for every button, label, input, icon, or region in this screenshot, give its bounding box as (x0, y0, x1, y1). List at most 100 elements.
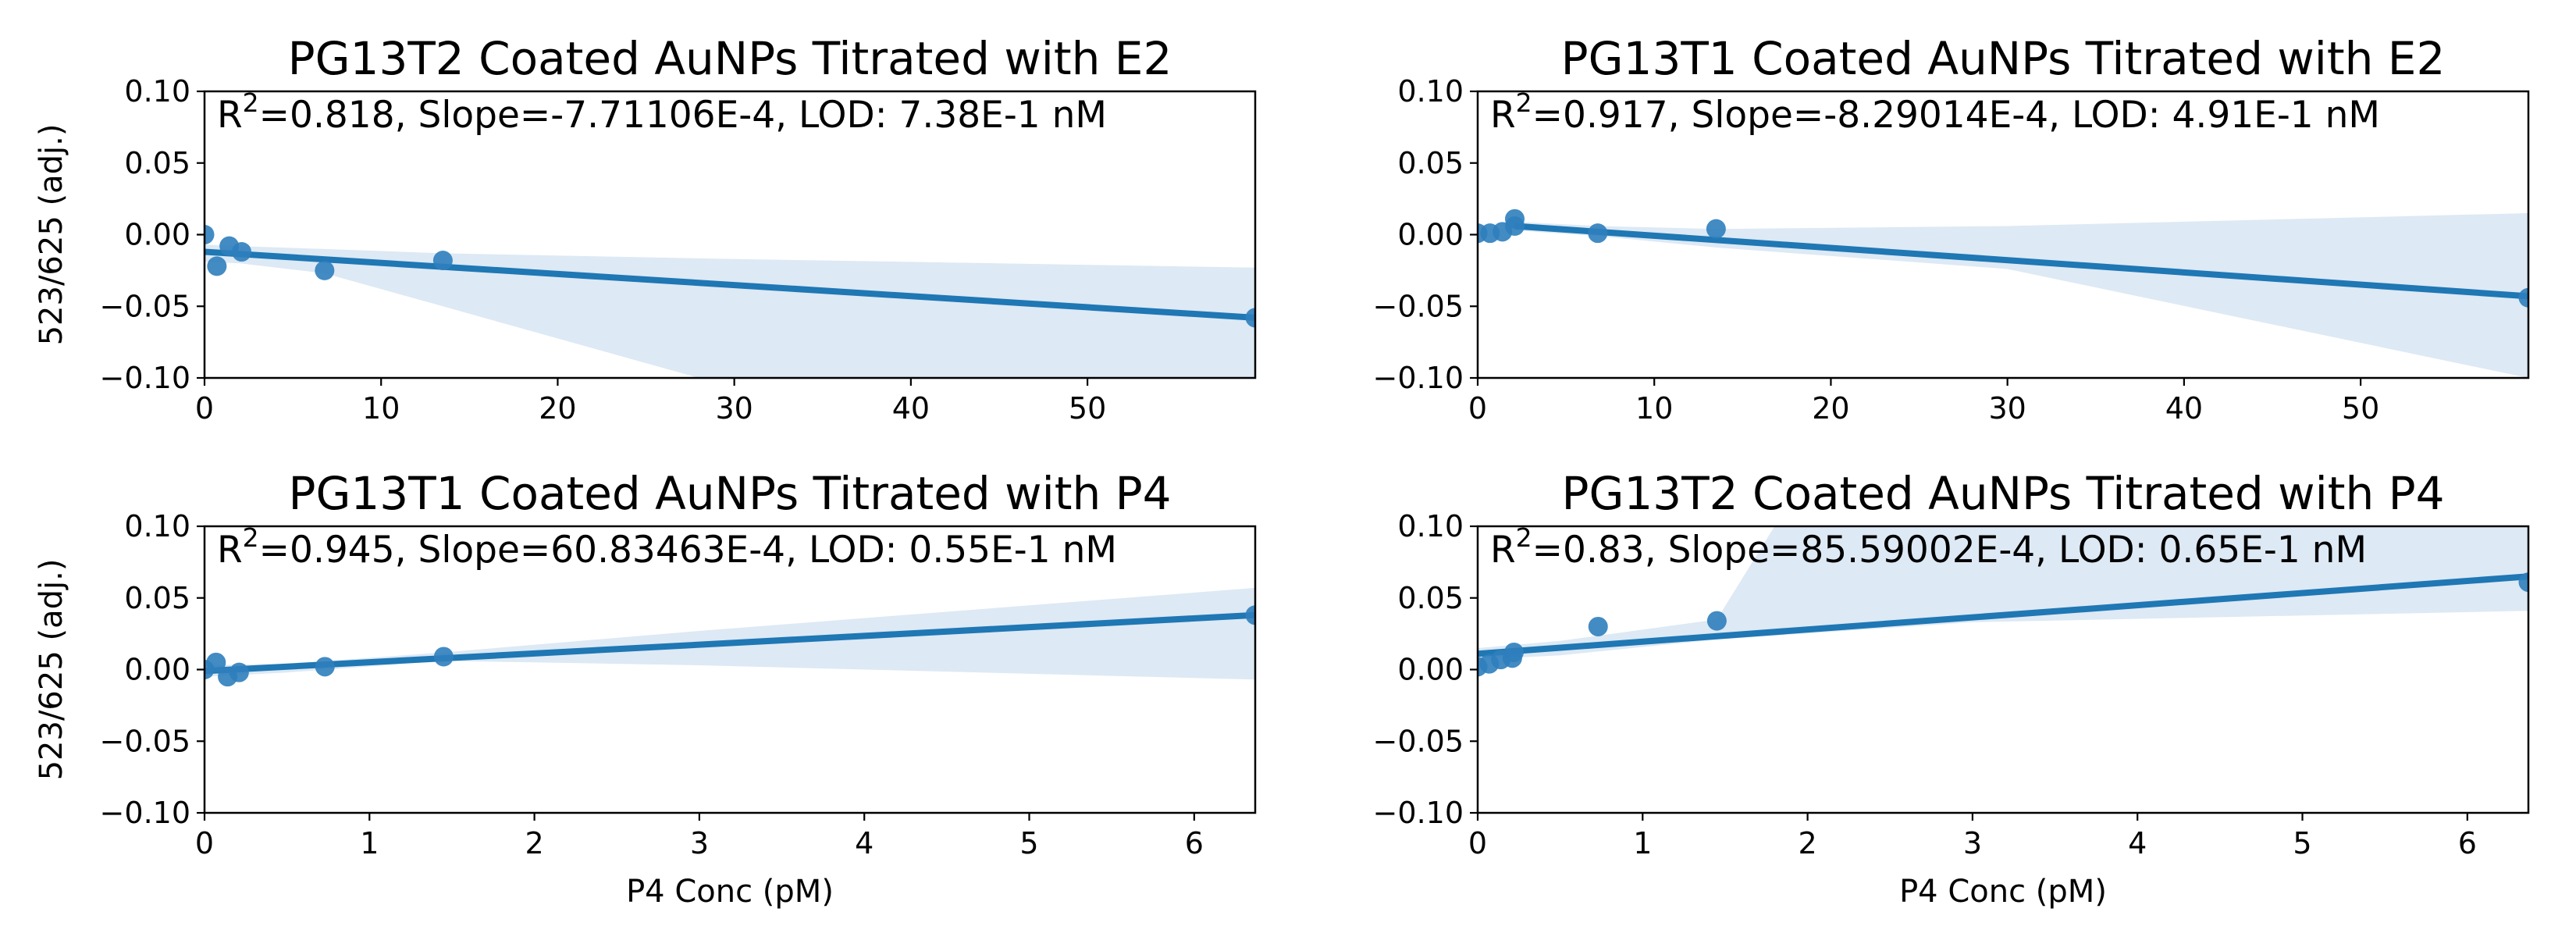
y-tick-label: 0.10 (1397, 74, 1464, 109)
x-tick-label: 5 (1019, 826, 1038, 860)
y-tick-label: −0.05 (100, 289, 190, 323)
chart-panel-3: 0 1 2 3 4 5 6 −0.10 −0.05 0.00 0.05 0.10 PG13T1 Coat… (34, 467, 1257, 910)
annotation-exponent: 2 (1516, 522, 1532, 553)
data-point (2518, 572, 2528, 593)
y-tick-label: 0.05 (124, 581, 190, 615)
fit-annotation: R2=0.83, Slope=85.59002E-4, LOD: 0.65E-1… (1490, 522, 2367, 572)
x-tick-label: 5 (2293, 826, 2311, 860)
plot-area (205, 587, 1255, 687)
x-axis-label: P4 Conc (pM) (626, 874, 834, 910)
annotation-r: R (217, 94, 243, 137)
data-point (1503, 642, 1524, 662)
data-point (1706, 219, 1726, 239)
data-point (232, 242, 252, 262)
y-tick-label: −0.05 (1373, 289, 1464, 323)
chart-panel-1: 0 10 20 30 40 50 −0.10 −0.05 0.00 0.05 0.10 PG13T2 … (34, 32, 1257, 426)
y-tick-label: 0.10 (124, 509, 190, 543)
annotation-r: R (1490, 94, 1516, 137)
y-tick-label: 0.10 (124, 74, 190, 109)
fit-annotation: R2=0.917, Slope=-8.29014E-4, LOD: 4.91E-… (1490, 87, 2380, 137)
y-tick-label: −0.05 (1373, 724, 1464, 758)
x-tick-label: 40 (2165, 391, 2203, 426)
y-tick-label: −0.10 (100, 796, 190, 830)
x-tick-label: 40 (892, 391, 930, 426)
y-tick-label: 0.10 (1397, 509, 1464, 543)
data-point (205, 225, 215, 244)
regression-line (205, 248, 1255, 321)
data-point (2518, 287, 2528, 308)
regression-line (1478, 573, 2528, 657)
y-tick-label: 0.00 (1397, 218, 1464, 252)
y-tick-label: 0.00 (1397, 653, 1464, 687)
y-tick-label: 0.05 (124, 146, 190, 180)
plot-area (205, 225, 1255, 378)
y-tick-label: 0.05 (1397, 146, 1464, 180)
annotation-stats: =0.818, Slope=-7.71106E-4, LOD: 7.38E-1 … (259, 94, 1107, 137)
annotation-stats: =0.917, Slope=-8.29014E-4, LOD: 4.91E-1 … (1532, 94, 2380, 137)
confidence-band (1478, 526, 2528, 660)
annotation-r: R (217, 529, 243, 572)
y-tick-label: 0.00 (124, 653, 190, 687)
chart-panel-4: 0 1 2 3 4 5 6 −0.10 −0.05 0.00 0.05 0.10 PG13T2 Coat… (1373, 467, 2530, 910)
x-tick-label: 20 (1812, 391, 1849, 426)
data-point (1505, 208, 1525, 229)
x-tick-label: 1 (1633, 826, 1652, 860)
chart-panel-2: 0 10 20 30 40 50 −0.10 −0.05 0.00 0.05 0.10 PG13T1 … (1373, 32, 2530, 426)
data-point (315, 657, 335, 677)
x-tick-label: 0 (1468, 391, 1487, 426)
data-point (229, 662, 249, 682)
x-tick-label: 30 (1988, 391, 2026, 426)
x-tick-label: 0 (195, 826, 214, 860)
confidence-band (1514, 213, 2528, 378)
annotation-exponent: 2 (243, 522, 259, 553)
x-tick-label: 3 (1963, 826, 1982, 860)
y-tick-label: 0.05 (1397, 581, 1464, 615)
x-tick-label: 50 (1069, 391, 1106, 426)
y-axis-label: 523/625 (adj.) (34, 124, 69, 346)
data-point (1245, 605, 1255, 625)
data-point (1706, 611, 1727, 631)
x-tick-label: 1 (360, 826, 379, 860)
y-tick-label: −0.10 (100, 361, 190, 395)
x-tick-label: 3 (690, 826, 709, 860)
annotation-stats: =0.945, Slope=60.83463E-4, LOD: 0.55E-1 … (259, 529, 1117, 572)
confidence-band (205, 244, 1255, 378)
y-axis-label: 523/625 (adj.) (34, 559, 69, 781)
x-tick-label: 2 (1799, 826, 1817, 860)
data-point (207, 256, 227, 276)
annotation-exponent: 2 (243, 87, 259, 118)
x-tick-label: 20 (539, 391, 576, 426)
x-tick-label: 4 (2128, 826, 2147, 860)
chart-title: PG13T2 Coated AuNPs Titrated with E2 (288, 32, 1172, 85)
annotation-stats: =0.83, Slope=85.59002E-4, LOD: 0.65E-1 n… (1532, 529, 2367, 572)
x-tick-label: 30 (715, 391, 753, 426)
x-tick-label: 0 (1468, 826, 1487, 860)
data-point (1245, 308, 1255, 328)
x-tick-label: 4 (855, 826, 873, 860)
plot-area (1478, 208, 2528, 378)
annotation-exponent: 2 (1516, 87, 1532, 118)
x-tick-label: 6 (2458, 826, 2477, 860)
x-tick-label: 50 (2342, 391, 2379, 426)
y-tick-label: −0.10 (1373, 796, 1464, 830)
confidence-band (205, 587, 1255, 680)
fit-annotation: R2=0.945, Slope=60.83463E-4, LOD: 0.55E-… (217, 522, 1117, 572)
y-tick-label: 0.00 (124, 218, 190, 252)
x-tick-label: 10 (362, 391, 400, 426)
data-point (206, 652, 226, 672)
chart-title: PG13T2 Coated AuNPs Titrated with P4 (1561, 467, 2444, 520)
y-tick-label: −0.10 (1373, 361, 1464, 395)
x-tick-label: 6 (1185, 826, 1204, 860)
x-tick-label: 0 (195, 391, 214, 426)
chart-title: PG13T1 Coated AuNPs Titrated with P4 (288, 467, 1171, 520)
regression-line (205, 611, 1255, 675)
x-tick-label: 10 (1635, 391, 1673, 426)
fit-annotation: R2=0.818, Slope=-7.71106E-4, LOD: 7.38E-… (217, 87, 1107, 137)
data-point (432, 251, 453, 271)
y-tick-label: −0.05 (100, 724, 190, 758)
plot-area (1478, 526, 2528, 677)
data-point (433, 647, 454, 667)
data-point (1588, 616, 1608, 636)
x-axis-label: P4 Conc (pM) (1899, 874, 2107, 910)
